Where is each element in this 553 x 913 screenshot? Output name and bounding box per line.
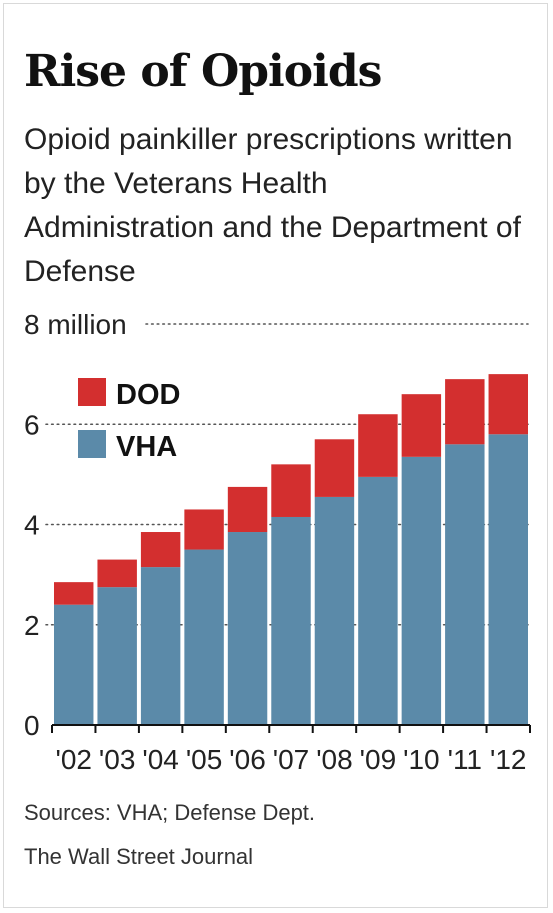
x-tick-label: '02 — [55, 744, 92, 775]
publisher-credit: The Wall Street Journal — [24, 844, 254, 869]
x-tick-label: '04 — [142, 744, 179, 775]
y-tick-label: 8 million — [24, 309, 127, 340]
x-tick-label: '06 — [229, 744, 266, 775]
bar-dod — [184, 509, 224, 550]
bar-vha — [54, 604, 94, 725]
x-tick-label: '12 — [490, 744, 527, 775]
x-tick-label: '07 — [273, 744, 310, 775]
bar-vha — [445, 444, 485, 725]
bar-dod — [97, 559, 137, 588]
bar-dod — [227, 486, 268, 533]
x-tick-label: '09 — [360, 744, 397, 775]
graphic-frame — [3, 3, 548, 908]
y-tick-label: 0 — [24, 710, 40, 741]
y-tick-label: 4 — [24, 510, 40, 541]
bar-vha — [97, 587, 137, 725]
bar-dod — [488, 374, 528, 435]
x-tick-label: '08 — [316, 744, 353, 775]
bar-vha — [271, 516, 311, 725]
bar-vha — [227, 532, 268, 725]
x-tick-label: '03 — [99, 744, 136, 775]
x-tick-label: '10 — [403, 744, 440, 775]
bar-dod — [314, 439, 355, 497]
legend-label-vha: VHA — [116, 431, 177, 463]
bar-dod — [271, 464, 311, 517]
bar-vha — [358, 476, 398, 725]
axes: 0 2 4 6 8 million '02'03'04'05'06'07'08'09'10… — [24, 309, 531, 775]
bar-vha — [488, 434, 528, 725]
legend-swatch-vha — [78, 430, 106, 458]
legend: DOD VHA — [78, 378, 180, 463]
bars — [54, 374, 528, 725]
legend-label-dod: DOD — [116, 379, 180, 411]
bar-dod — [54, 582, 94, 605]
bar-dod — [140, 532, 181, 568]
x-tick-label: '11 — [448, 744, 482, 775]
bar-vha — [401, 456, 442, 725]
bar-vha — [140, 567, 181, 725]
bar-dod — [358, 414, 398, 477]
sources-note: Sources: VHA; Defense Dept. — [24, 800, 316, 825]
bar-vha — [314, 496, 355, 725]
bar-dod — [401, 394, 442, 457]
bar-dod — [445, 379, 485, 445]
legend-swatch-dod — [78, 378, 106, 406]
y-tick-label: 2 — [24, 610, 40, 641]
chart-title: Rise of Opioids — [24, 46, 382, 97]
bar-vha — [184, 549, 224, 725]
chart-subtitle: Opioid painkiller prescriptions written … — [24, 123, 521, 288]
y-tick-label: 6 — [24, 409, 40, 440]
x-tick-label: '05 — [186, 744, 223, 775]
